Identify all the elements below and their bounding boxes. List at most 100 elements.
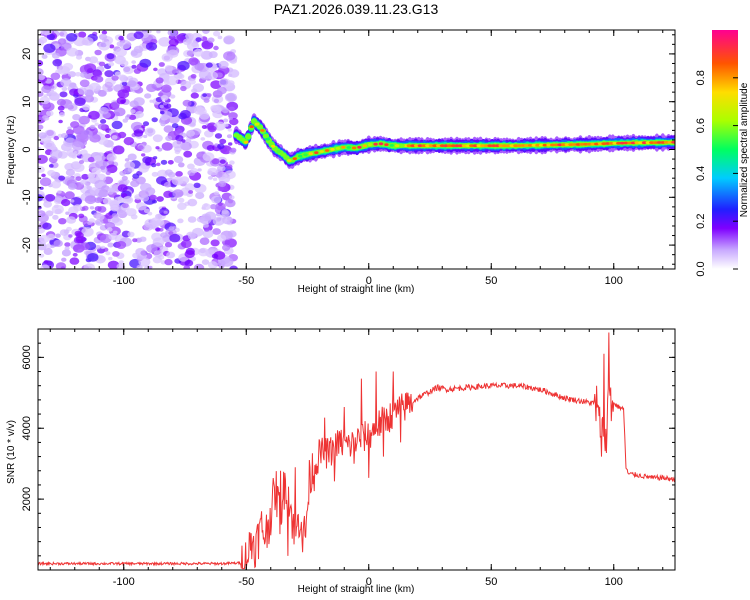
noise-blob xyxy=(208,249,215,255)
noise-blob xyxy=(46,233,56,241)
noise-blob xyxy=(50,244,55,249)
noise-blob xyxy=(70,197,82,206)
noise-blob xyxy=(133,68,141,74)
y-tick-label: -20 xyxy=(21,237,33,253)
noise-blob xyxy=(138,164,150,173)
noise-blob xyxy=(160,232,168,238)
noise-blob xyxy=(133,129,144,137)
noise-blob xyxy=(52,214,59,220)
noise-blob xyxy=(97,123,106,130)
noise-blob xyxy=(181,239,192,249)
noise-blob xyxy=(187,216,197,223)
noise-blob xyxy=(127,231,135,238)
noise-blob xyxy=(150,217,162,226)
noise-blob xyxy=(38,68,44,77)
ridge-core xyxy=(265,137,270,141)
noise-blob xyxy=(199,248,206,254)
noise-blob xyxy=(156,176,167,185)
noise-blob xyxy=(136,264,143,269)
noise-blob xyxy=(77,87,88,95)
noise-blob xyxy=(55,233,61,238)
y-tick-label: 6000 xyxy=(21,345,33,369)
noise-blob xyxy=(168,226,175,231)
noise-blob xyxy=(74,230,82,237)
snr-ylabel: SNR (10 * v/v) xyxy=(6,420,17,484)
noise-blob xyxy=(116,96,127,105)
noise-blob xyxy=(184,259,194,267)
noise-blob xyxy=(87,253,99,262)
ridge-core xyxy=(667,141,673,144)
noise-blob xyxy=(160,159,168,165)
noise-blob xyxy=(141,125,146,129)
noise-blob xyxy=(114,71,122,77)
noise-blob xyxy=(69,257,80,265)
noise-blob xyxy=(53,195,63,203)
ridge-core xyxy=(476,144,482,148)
noise-blob xyxy=(59,229,69,236)
noise-blob xyxy=(87,172,96,179)
noise-blob xyxy=(152,237,165,247)
noise-blob xyxy=(113,50,118,55)
ridge-core xyxy=(461,144,467,148)
noise-blob xyxy=(80,149,88,156)
noise-blob xyxy=(221,107,229,114)
noise-blob xyxy=(75,72,82,77)
noise-blob xyxy=(38,124,44,130)
noise-blob xyxy=(109,44,115,49)
noise-blob xyxy=(147,128,154,134)
noise-blob xyxy=(101,30,108,35)
noise-blob xyxy=(53,135,60,141)
ridge-core xyxy=(524,144,530,147)
noise-blob xyxy=(71,141,84,151)
noise-blob xyxy=(202,229,214,239)
ridge-core xyxy=(292,157,297,161)
noise-blob xyxy=(111,120,123,130)
noise-blob xyxy=(109,199,120,208)
noise-blob xyxy=(67,183,77,190)
ridge-core xyxy=(406,144,412,148)
chart-title: PAZ1.2026.039.11.23.G13 xyxy=(274,1,439,17)
noise-blob xyxy=(136,202,147,211)
noise-blob xyxy=(177,73,185,80)
noise-blob xyxy=(201,125,207,129)
ridge-core xyxy=(494,144,500,148)
ridge-core xyxy=(560,143,567,147)
noise-blob xyxy=(151,117,158,123)
noise-blob xyxy=(61,86,68,92)
noise-blob xyxy=(64,242,71,248)
noise-blob xyxy=(190,92,199,99)
noise-blob xyxy=(159,104,164,109)
noise-blob xyxy=(70,199,75,203)
noise-blob xyxy=(104,134,111,139)
noise-blob xyxy=(73,204,83,212)
ridge-core xyxy=(428,144,434,148)
noise-blob xyxy=(170,94,176,99)
noise-blob xyxy=(155,77,164,84)
noise-blob xyxy=(87,156,95,163)
noise-blob xyxy=(43,43,56,53)
noise-blob xyxy=(80,242,90,251)
noise-blob xyxy=(178,162,185,168)
noise-blob xyxy=(186,50,195,57)
colorbar-tick-label: 0.4 xyxy=(695,166,707,181)
noise-blob xyxy=(155,227,161,232)
ridge-core xyxy=(413,144,420,148)
noise-blob xyxy=(222,216,233,225)
noise-blob xyxy=(213,30,221,37)
ridge-core xyxy=(458,144,464,148)
noise-blob xyxy=(200,137,206,141)
noise-blob xyxy=(67,126,72,130)
ridge-core xyxy=(400,144,405,148)
noise-blob xyxy=(100,165,106,170)
x-tick-label: 0 xyxy=(366,275,372,287)
noise-blob xyxy=(192,227,204,237)
noise-blob xyxy=(122,202,129,209)
noise-blob xyxy=(57,65,70,75)
noise-blob xyxy=(160,122,166,127)
noise-blob xyxy=(151,171,159,177)
noise-blob xyxy=(190,74,197,79)
ridge-core xyxy=(502,144,508,148)
noise-blob xyxy=(164,169,173,176)
noise-blob xyxy=(169,233,181,243)
